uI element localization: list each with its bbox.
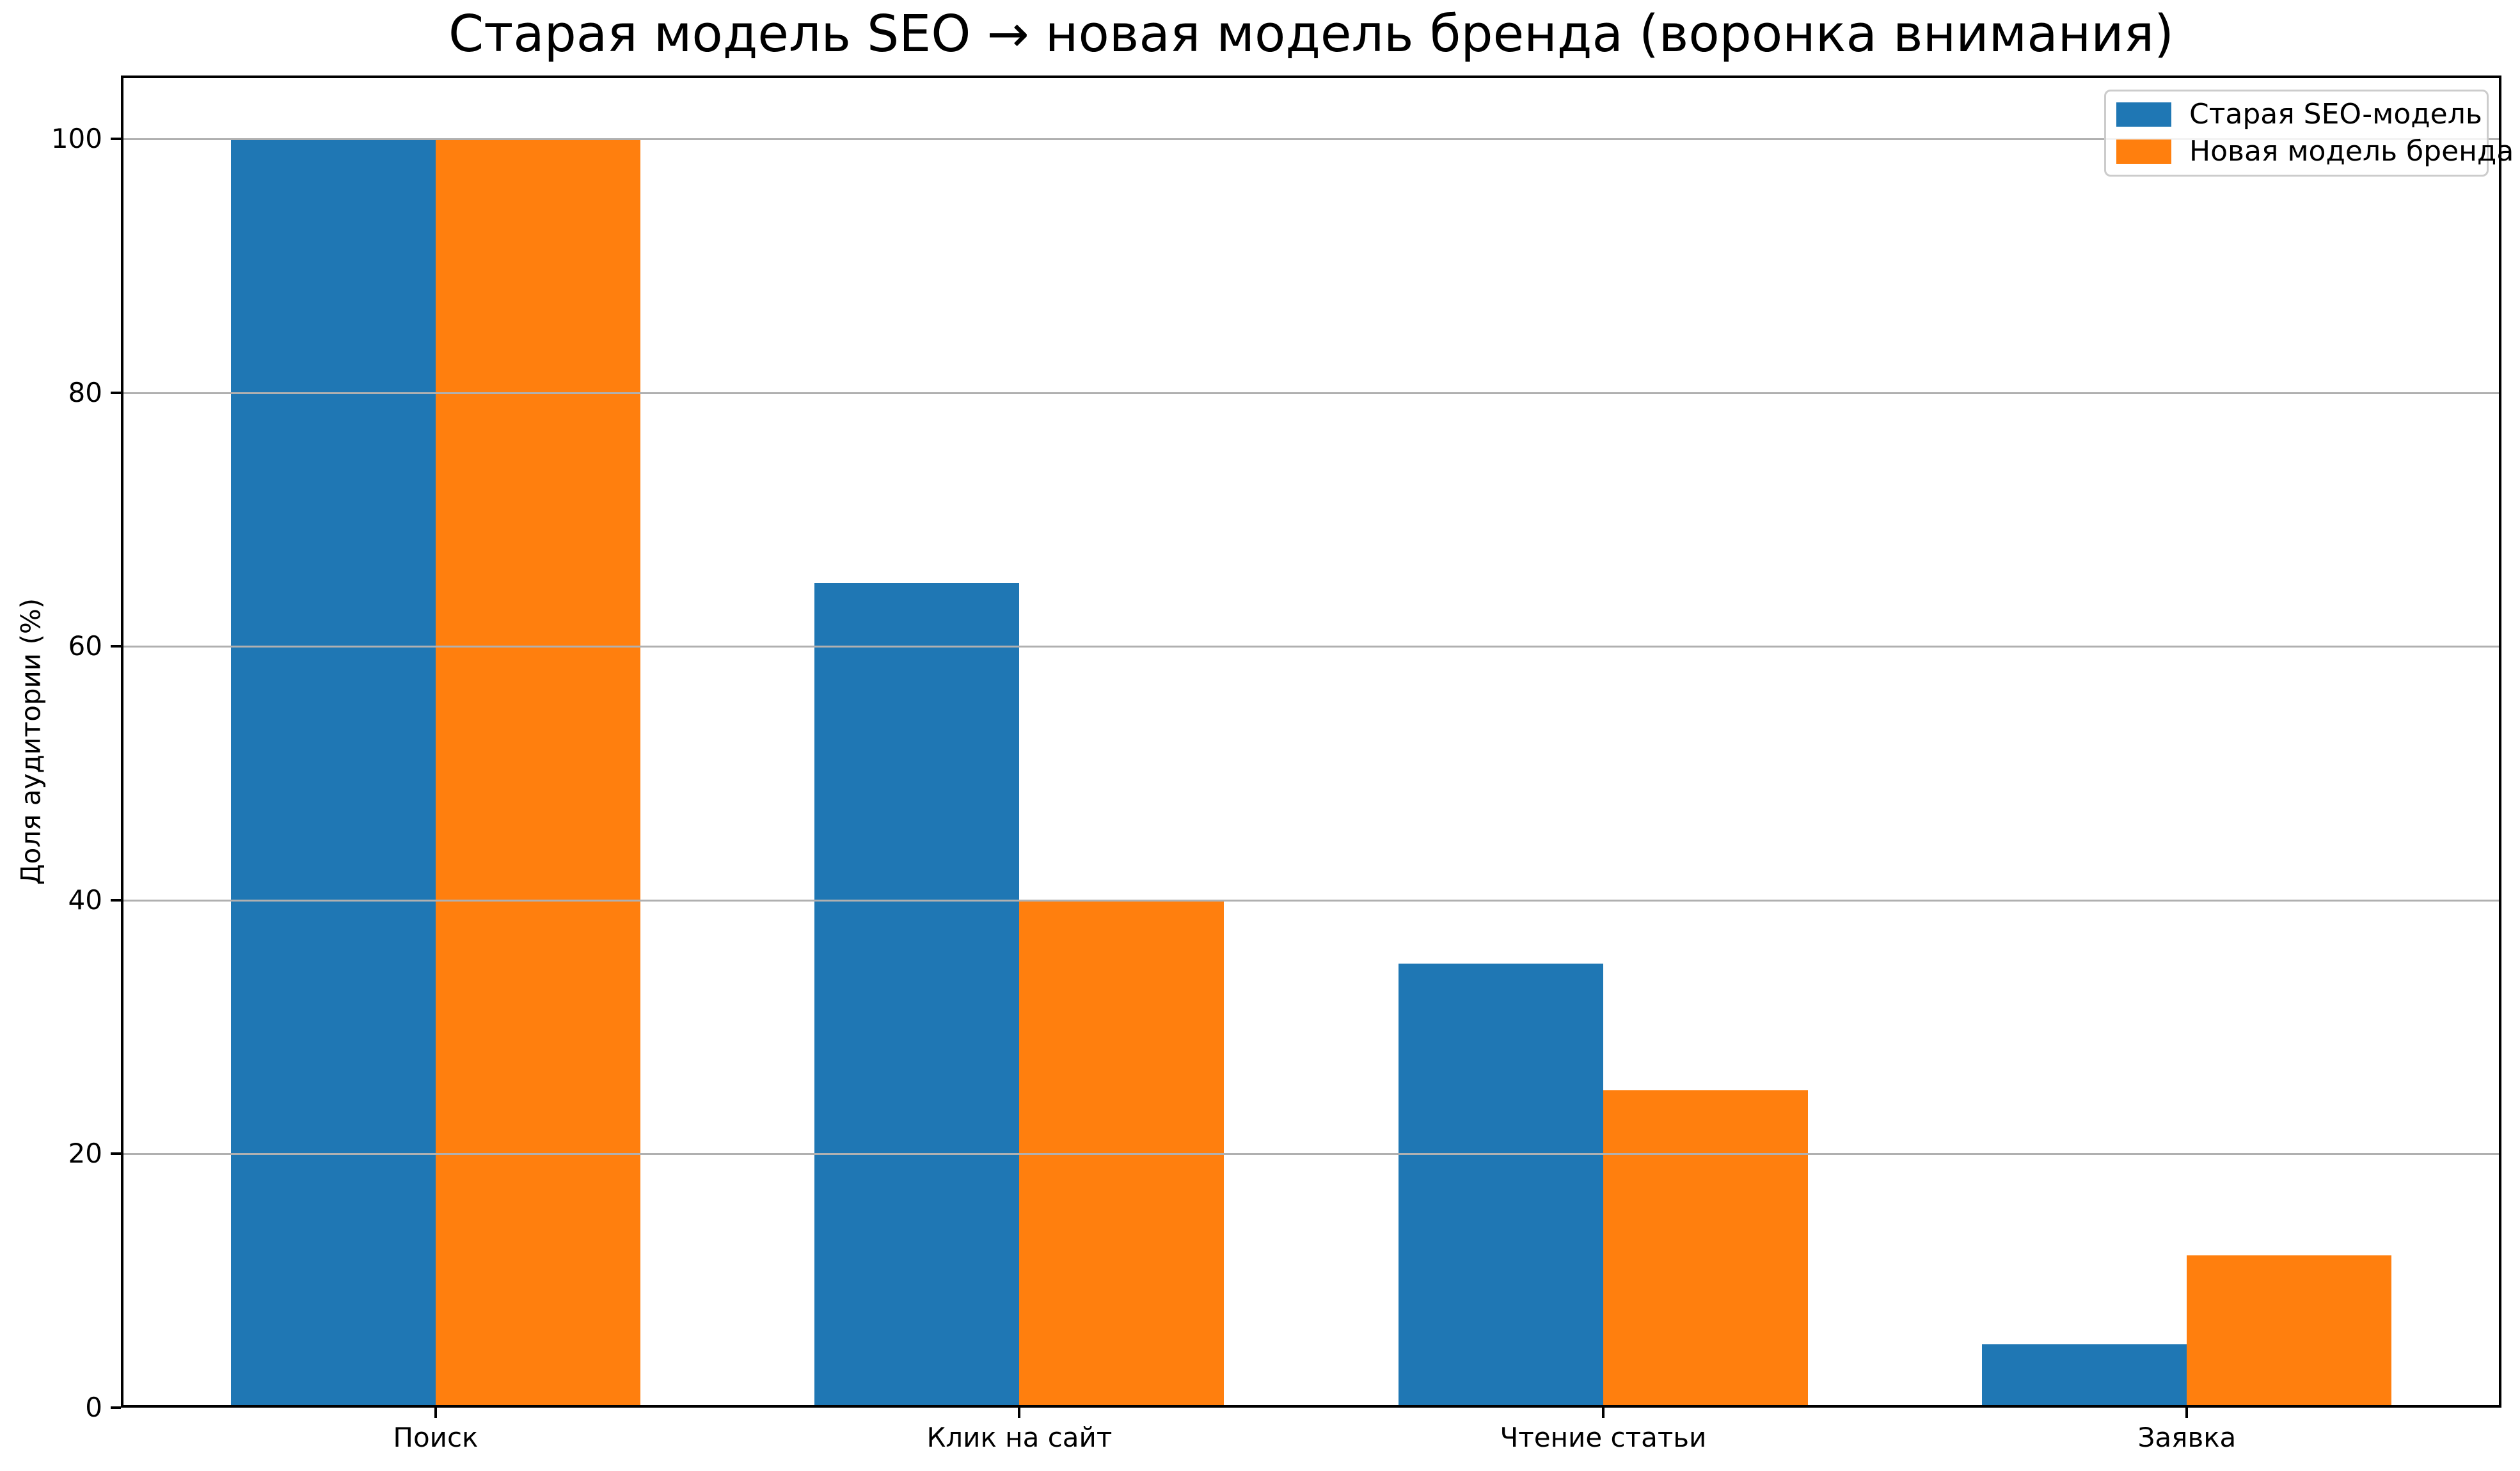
- y-tick-label-100: 100: [51, 123, 102, 155]
- bar-series0-cat1: [814, 583, 1020, 1408]
- y-tick-label-80: 80: [68, 376, 102, 408]
- y-tick-label-0: 0: [85, 1392, 102, 1423]
- x-tick-label-1: Клик на сайт: [926, 1422, 1113, 1453]
- x-tick-label-0: Поиск: [393, 1422, 479, 1453]
- x-tick-label-2: Чтение статьи: [1500, 1422, 1707, 1453]
- gridline-60: [121, 646, 2501, 648]
- x-tick-mark-1: [1018, 1408, 1021, 1418]
- bar-series0-cat3: [1982, 1344, 2187, 1408]
- gridline-100: [121, 138, 2501, 141]
- y-tick-mark-40: [111, 898, 121, 902]
- gridline-40: [121, 899, 2501, 902]
- legend: Старая SEO-модель Новая модель бренда: [2104, 90, 2514, 177]
- x-tick-mark-2: [1601, 1408, 1605, 1418]
- y-tick-mark-100: [111, 138, 121, 141]
- gridline-20: [121, 1153, 2501, 1156]
- y-tick-mark-20: [111, 1152, 121, 1156]
- legend-item-old-seo-model: Старая SEO-модель: [2116, 99, 2487, 130]
- y-tick-mark-0: [111, 1406, 121, 1409]
- x-tick-label-3: Заявка: [2137, 1422, 2237, 1453]
- x-tick-mark-0: [434, 1408, 437, 1418]
- bar-series0-cat0: [230, 139, 436, 1408]
- y-tick-label-40: 40: [68, 884, 102, 916]
- legend-item-new-brand-model: Новая модель бренда: [2116, 136, 2514, 167]
- legend-label-new-brand-model: Новая модель бренда: [2189, 135, 2514, 168]
- y-tick-label-20: 20: [68, 1138, 102, 1170]
- legend-swatch-old-seo-model-icon: [2116, 102, 2171, 127]
- bar-series1-cat3: [2187, 1255, 2392, 1408]
- y-tick-label-60: 60: [68, 630, 102, 662]
- bar-series1-cat0: [435, 139, 640, 1408]
- y-tick-mark-60: [111, 645, 121, 648]
- legend-label-old-seo-model: Старая SEO-модель: [2189, 97, 2482, 131]
- gridline-80: [121, 392, 2501, 394]
- bar-series0-cat2: [1398, 964, 1603, 1408]
- y-tick-mark-80: [111, 391, 121, 394]
- bar-series1-cat2: [1603, 1090, 1808, 1408]
- chart-title: Старая модель SEO → новая модель бренда …: [448, 4, 2174, 63]
- plot-area: [121, 76, 2501, 1408]
- legend-swatch-new-brand-model-icon: [2116, 139, 2171, 164]
- x-tick-mark-3: [2185, 1408, 2189, 1418]
